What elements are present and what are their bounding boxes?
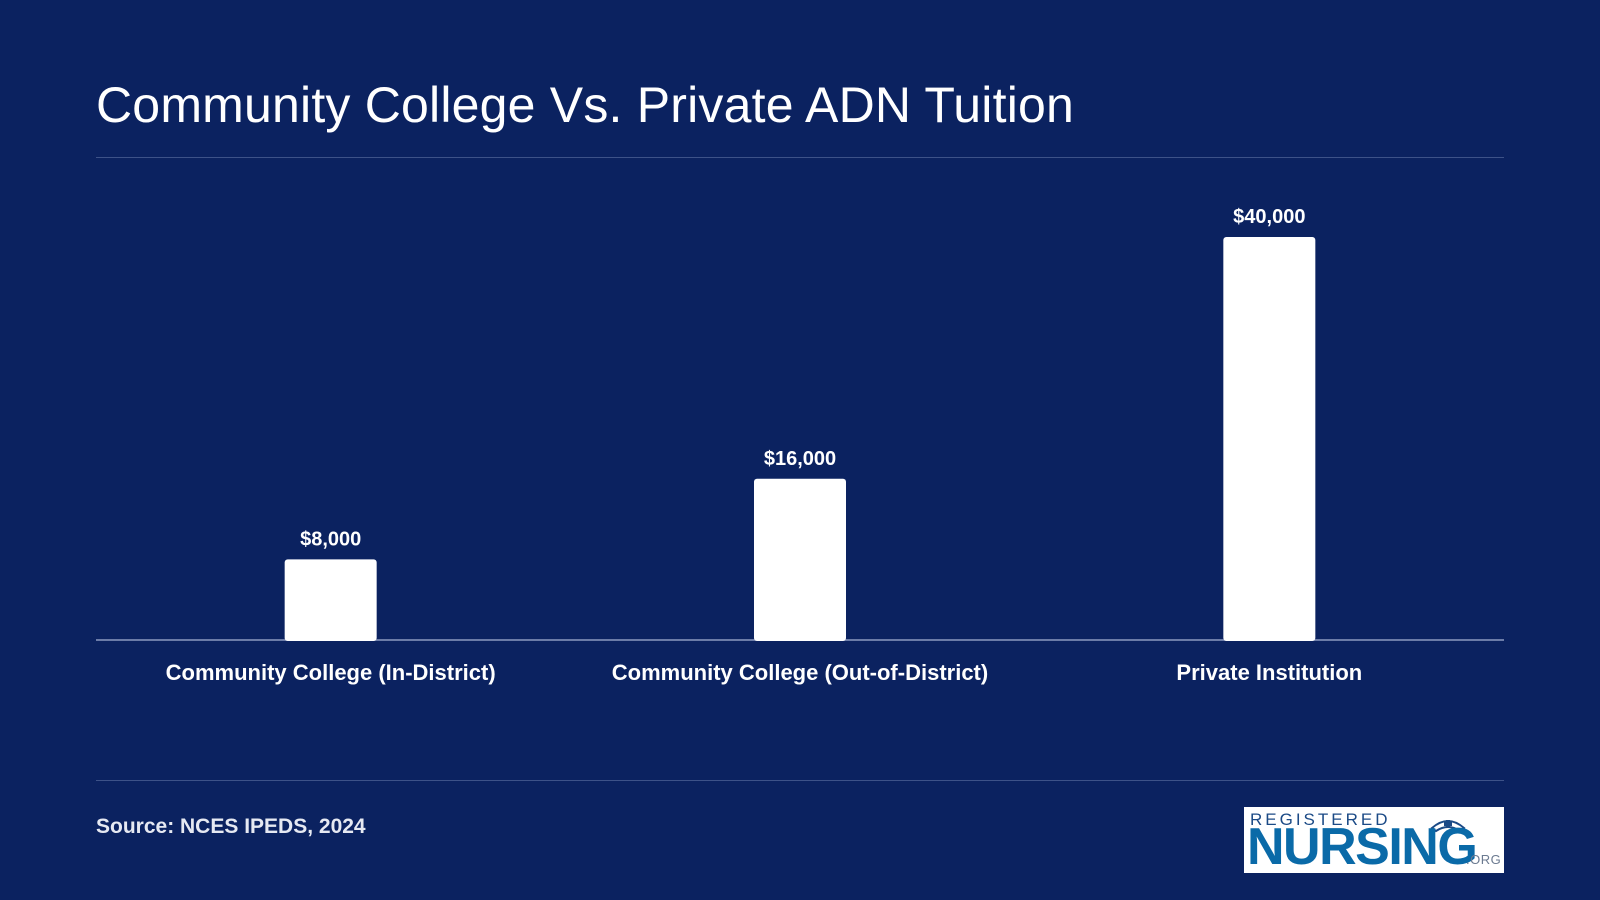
data-label-2: $16,000: [764, 448, 836, 470]
category-label-3: Private Institution: [1176, 660, 1362, 685]
bar-3: [1223, 237, 1316, 641]
title-divider: [96, 157, 1504, 158]
bar-1: [284, 559, 377, 641]
logo-suffix: .ORG: [1466, 852, 1502, 867]
source-note: Source: NCES IPEDS, 2024: [96, 815, 366, 838]
data-label-1: $8,000: [300, 528, 361, 550]
chart-title: Community College Vs. Private ADN Tuitio…: [96, 77, 1075, 133]
logo-top-text: REGISTERED: [1250, 810, 1391, 829]
data-label-3: $40,000: [1233, 206, 1305, 228]
bar-2: [754, 478, 846, 641]
category-label-2: Community College (Out-of-District): [612, 660, 988, 685]
bar-chart: $8,000 Community College (In-District) $16…: [96, 206, 1504, 685]
logo-main-text: NURSING: [1247, 818, 1478, 873]
category-label-1: Community College (In-District): [166, 660, 496, 685]
footer-divider: [96, 780, 1504, 781]
nurse-cap-icon: [1430, 820, 1466, 833]
registered-nursing-logo[interactable]: REGISTERED NURSING .ORG: [1244, 807, 1504, 873]
